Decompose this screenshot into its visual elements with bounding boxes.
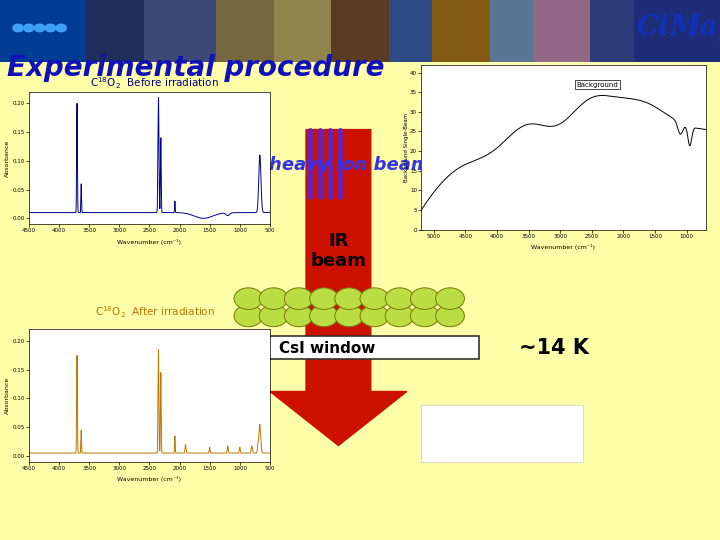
Circle shape <box>385 305 414 327</box>
Circle shape <box>259 305 288 327</box>
Text: IR
beam: IR beam <box>310 232 366 271</box>
Circle shape <box>284 288 313 309</box>
Text: Background: Background <box>577 82 618 87</box>
X-axis label: Wavenumber (cm⁻¹): Wavenumber (cm⁻¹) <box>117 476 181 482</box>
Bar <box>234 336 479 359</box>
Y-axis label: Absorbance: Absorbance <box>4 139 9 177</box>
Text: C$^{18}$O$_2$  After irradiation: C$^{18}$O$_2$ After irradiation <box>95 304 215 320</box>
Text: Map: Map <box>670 15 720 42</box>
Circle shape <box>360 288 389 309</box>
Bar <box>86 0 144 62</box>
Bar <box>421 405 583 462</box>
Text: Experimental procedure: Experimental procedure <box>7 53 384 82</box>
Circle shape <box>385 288 414 309</box>
Circle shape <box>35 24 45 32</box>
Circle shape <box>13 24 23 32</box>
Bar <box>274 0 331 62</box>
Bar <box>0 0 86 62</box>
Circle shape <box>310 305 338 327</box>
Circle shape <box>45 24 55 32</box>
Polygon shape <box>270 130 407 446</box>
Circle shape <box>24 24 34 32</box>
Y-axis label: Background Single-Beam: Background Single-Beam <box>404 112 409 182</box>
Circle shape <box>410 288 439 309</box>
Circle shape <box>436 305 464 327</box>
Circle shape <box>234 305 263 327</box>
Circle shape <box>259 288 288 309</box>
Circle shape <box>56 24 66 32</box>
Circle shape <box>360 305 389 327</box>
Bar <box>533 0 590 62</box>
Bar <box>590 0 634 62</box>
Bar <box>634 0 720 62</box>
Circle shape <box>234 288 263 309</box>
Text: heavy ion beam: heavy ion beam <box>269 156 430 174</box>
Text: Ci: Ci <box>637 15 670 42</box>
Bar <box>490 0 533 62</box>
Bar <box>0 0 720 62</box>
X-axis label: Wavenumber (cm⁻¹): Wavenumber (cm⁻¹) <box>531 244 595 250</box>
Text: C$^{18}$O$_2$  Before irradiation: C$^{18}$O$_2$ Before irradiation <box>91 75 219 91</box>
Bar <box>389 0 432 62</box>
Text: ~14 K: ~14 K <box>519 338 590 359</box>
Circle shape <box>410 305 439 327</box>
Y-axis label: Absorbance: Absorbance <box>4 377 9 414</box>
Circle shape <box>310 288 338 309</box>
Bar <box>432 0 490 62</box>
Text: CsI window: CsI window <box>279 341 376 356</box>
Bar <box>144 0 216 62</box>
X-axis label: Wavenumber (cm⁻¹): Wavenumber (cm⁻¹) <box>117 239 181 245</box>
Bar <box>331 0 389 62</box>
Bar <box>216 0 274 62</box>
Circle shape <box>335 305 364 327</box>
Circle shape <box>436 288 464 309</box>
Circle shape <box>335 288 364 309</box>
Circle shape <box>284 305 313 327</box>
